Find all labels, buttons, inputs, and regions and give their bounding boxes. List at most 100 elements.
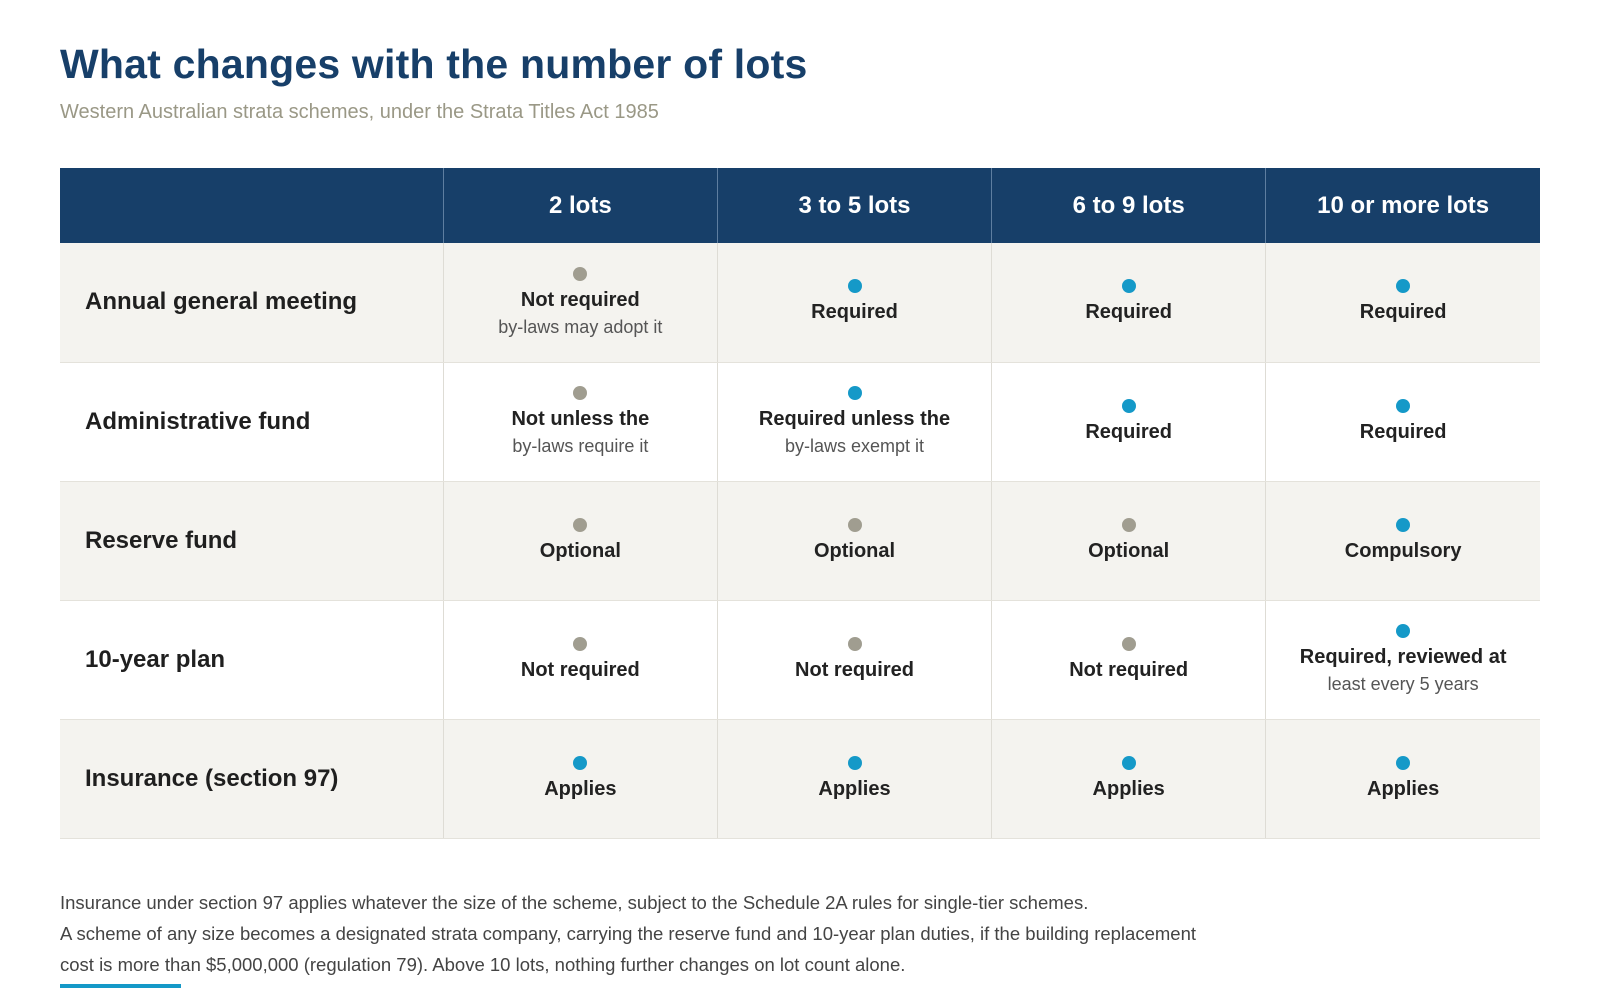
status-dot-off-icon xyxy=(847,636,862,651)
table-cell: Applies xyxy=(1265,719,1540,839)
table-cell: Required xyxy=(1265,243,1540,363)
table-cell: Optional xyxy=(442,481,718,601)
cell-content: Required xyxy=(1266,279,1540,325)
cell-content: Optional xyxy=(718,517,991,564)
status-dot-on-icon xyxy=(1121,279,1136,294)
table-cell: Not required by-laws may adopt it xyxy=(442,243,718,363)
cell-status-text: Not required xyxy=(520,658,640,681)
table-body: Annual general meeting Not required by-law… xyxy=(60,243,1540,839)
table-cell: Not unless the by-laws require it xyxy=(442,362,718,482)
cell-status-text: Compulsory xyxy=(1344,539,1462,562)
cell-content: Not required xyxy=(992,636,1265,683)
status-dot-off-icon xyxy=(573,266,588,281)
status-dot-off-icon xyxy=(1121,517,1136,532)
table-cell: Not required xyxy=(716,600,992,720)
lots-comparison-table: 2 lots 3 to 5 lots 6 to 9 lots 10 or mor… xyxy=(60,168,1540,839)
cell-detail-text: by-laws require it xyxy=(512,435,649,456)
row-label: Insurance (section 97) xyxy=(60,719,444,839)
table-cell: Not required xyxy=(442,600,718,720)
cell-status-text: Not required xyxy=(520,288,640,311)
table-cell: Not required xyxy=(991,600,1266,720)
table-cell: Required, reviewed at least every 5 years xyxy=(1265,600,1540,720)
status-dot-on-icon xyxy=(573,755,588,770)
table-cell: Required xyxy=(991,362,1266,482)
column-header: 6 to 9 lots xyxy=(991,168,1266,244)
row-label: Administrative fund xyxy=(60,362,444,482)
status-dot-on-icon xyxy=(847,385,862,400)
accent-bar xyxy=(60,983,181,988)
cell-content: Applies xyxy=(1266,755,1540,802)
status-dot-on-icon xyxy=(1396,755,1411,770)
page-title: What changes with the number of lots xyxy=(60,41,808,87)
cell-content: Required, reviewed at least every 5 years xyxy=(1266,623,1540,696)
header-empty-cell xyxy=(60,168,444,244)
table-row: Insurance (section 97) Applies Applies Appl… xyxy=(60,719,1540,839)
cell-detail-text: by-laws exempt it xyxy=(784,435,925,456)
cell-status-text: Required, reviewed at xyxy=(1299,645,1507,668)
status-dot-on-icon xyxy=(1121,398,1136,413)
cell-content: Required unless the by-laws exempt it xyxy=(718,385,991,458)
table-row: Annual general meeting Not required by-law… xyxy=(60,243,1540,363)
cell-status-text: Applies xyxy=(544,777,617,800)
table-cell: Applies xyxy=(442,719,718,839)
cell-content: Required xyxy=(718,279,991,325)
status-dot-on-icon xyxy=(1121,755,1136,770)
cell-status-text: Required xyxy=(1085,420,1173,443)
cell-status-text: Optional xyxy=(1088,539,1170,562)
row-label: 10-year plan xyxy=(60,600,444,720)
column-header: 2 lots xyxy=(442,168,718,244)
table-cell: Required xyxy=(991,243,1266,363)
cell-detail-text: least every 5 years xyxy=(1327,673,1479,694)
status-dot-off-icon xyxy=(847,517,862,532)
footnote: A scheme of any size becomes a designate… xyxy=(60,922,1196,975)
table-cell: Optional xyxy=(991,481,1266,601)
cell-detail-text: by-laws may adopt it xyxy=(498,316,663,337)
cell-content: Required xyxy=(1266,398,1540,445)
cell-content: Required xyxy=(992,279,1265,325)
cell-status-text: Required xyxy=(811,301,898,324)
cell-status-text: Applies xyxy=(818,777,891,800)
table-cell: Optional xyxy=(716,481,992,601)
cell-content: Compulsory xyxy=(1266,517,1540,564)
table-cell: Required unless the by-laws exempt it xyxy=(716,362,992,482)
cell-content: Not required by-laws may adopt it xyxy=(444,266,717,339)
cell-content: Not required xyxy=(718,636,991,683)
cell-content: Required xyxy=(992,398,1265,445)
cell-status-text: Not required xyxy=(795,658,914,681)
cell-status-text: Optional xyxy=(813,539,896,562)
row-label: Reserve fund xyxy=(60,481,444,601)
column-header: 3 to 5 lots xyxy=(716,168,992,244)
status-dot-on-icon xyxy=(847,755,862,770)
cell-status-text: Applies xyxy=(1092,777,1165,800)
column-header: 10 or more lots xyxy=(1265,168,1540,244)
page-subtitle: Western Australian strata schemes, under… xyxy=(60,101,659,124)
cell-content: Not required xyxy=(444,636,717,683)
status-dot-off-icon xyxy=(573,517,588,532)
table-cell: Applies xyxy=(716,719,992,839)
cell-status-text: Optional xyxy=(539,539,621,562)
row-label: Annual general meeting xyxy=(60,243,444,363)
footnotes: Insurance under section 97 applies whate… xyxy=(60,887,1220,980)
cell-content: Not unless the by-laws require it xyxy=(444,385,717,458)
status-dot-on-icon xyxy=(1396,279,1411,294)
cell-status-text: Required xyxy=(1359,420,1447,443)
cell-content: Applies xyxy=(718,755,991,802)
cell-content: Optional xyxy=(992,517,1265,564)
cell-content: Applies xyxy=(444,755,717,802)
cell-status-text: Not unless the xyxy=(511,407,650,430)
table-cell: Applies xyxy=(991,719,1266,839)
table-cell: Required xyxy=(716,243,992,363)
cell-status-text: Required unless the xyxy=(758,407,951,430)
table-cell: Compulsory xyxy=(1265,481,1540,601)
footnote: Insurance under section 97 applies whate… xyxy=(60,891,1089,913)
cell-status-text: Required xyxy=(1085,301,1173,324)
status-dot-on-icon xyxy=(1396,517,1411,532)
cell-status-text: Not required xyxy=(1069,658,1189,681)
status-dot-on-icon xyxy=(1396,398,1411,413)
status-dot-on-icon xyxy=(847,279,862,294)
cell-content: Applies xyxy=(992,755,1265,802)
table-row: Administrative fund Not unless the by-laws… xyxy=(60,362,1540,482)
status-dot-off-icon xyxy=(1121,636,1136,651)
cell-status-text: Required xyxy=(1359,301,1447,324)
